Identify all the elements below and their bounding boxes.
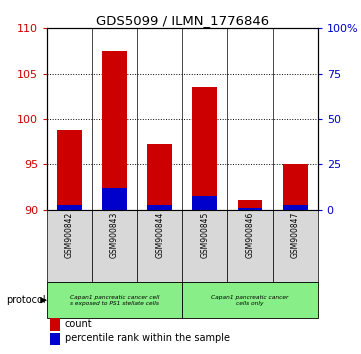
- Text: GSM900846: GSM900846: [245, 212, 255, 258]
- Bar: [283, 164, 308, 210]
- Text: count: count: [65, 319, 92, 329]
- Bar: [57, 205, 82, 210]
- Text: GSM900843: GSM900843: [110, 212, 119, 258]
- Bar: [47, 210, 92, 282]
- Bar: [192, 196, 217, 210]
- Text: GSM900845: GSM900845: [200, 212, 209, 258]
- Bar: [50, 319, 61, 331]
- Bar: [238, 208, 262, 210]
- Bar: [227, 210, 273, 282]
- Bar: [273, 210, 318, 282]
- Bar: [182, 210, 227, 282]
- Bar: [147, 144, 172, 210]
- Text: percentile rank within the sample: percentile rank within the sample: [65, 333, 230, 343]
- Bar: [192, 87, 217, 210]
- Text: GSM900842: GSM900842: [65, 212, 74, 258]
- Bar: [238, 200, 262, 210]
- Bar: [102, 51, 127, 210]
- Bar: [102, 188, 127, 210]
- Text: GSM900847: GSM900847: [291, 212, 300, 258]
- Text: Capan1 pancreatic cancer
cells only: Capan1 pancreatic cancer cells only: [211, 295, 289, 306]
- Bar: [57, 130, 82, 210]
- Bar: [92, 210, 137, 282]
- Bar: [137, 210, 182, 282]
- Bar: [182, 282, 318, 319]
- Bar: [147, 205, 172, 210]
- Bar: [50, 333, 61, 346]
- Title: GDS5099 / ILMN_1776846: GDS5099 / ILMN_1776846: [96, 14, 269, 27]
- Text: GSM900844: GSM900844: [155, 212, 164, 258]
- Bar: [283, 205, 308, 210]
- Bar: [47, 282, 182, 319]
- Text: protocol: protocol: [6, 295, 46, 305]
- Text: Capan1 pancreatic cancer cell
s exposed to PS1 stellate cells: Capan1 pancreatic cancer cell s exposed …: [70, 295, 159, 306]
